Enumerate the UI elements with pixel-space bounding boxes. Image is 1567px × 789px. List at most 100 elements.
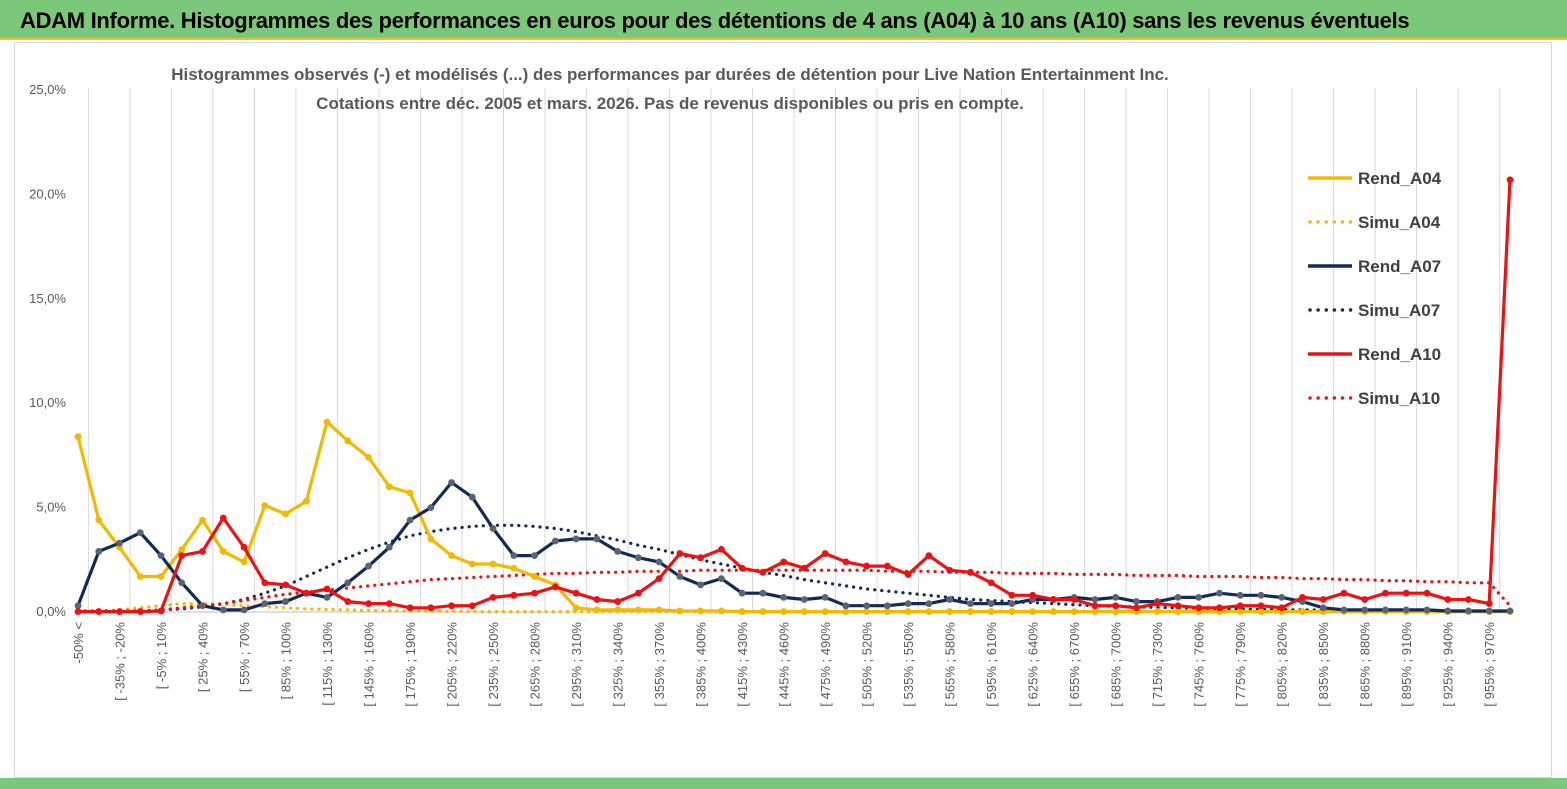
point-rend-a04 (697, 607, 705, 615)
point-rend-a07 (1008, 600, 1016, 608)
y-tick-label: 0,0% (36, 604, 66, 619)
point-rend-a04 (157, 573, 165, 580)
point-rend-a07 (1485, 607, 1493, 615)
point-rend-a10 (1465, 596, 1472, 603)
point-rend-a10 (178, 552, 186, 560)
point-rend-a10 (1444, 596, 1452, 603)
point-rend-a10 (676, 550, 684, 557)
point-rend-a04 (925, 608, 933, 615)
point-rend-a07 (1340, 606, 1348, 614)
point-rend-a07 (717, 575, 725, 582)
x-tick-label: [ 775% ; 790% (1233, 622, 1248, 707)
y-tick-labels: 0,0% 5,0% 10,0% 15,0% 20,0% 25,0% (29, 82, 66, 619)
point-rend-a07 (821, 593, 829, 601)
bottom-bar (0, 778, 1567, 789)
point-rend-a07 (365, 562, 372, 570)
point-rend-a10 (1278, 604, 1286, 612)
x-tick-label: [ 175% ; 190% (403, 622, 418, 707)
point-rend-a10 (1216, 604, 1223, 612)
point-rend-a04 (385, 483, 393, 491)
point-rend-a07 (883, 602, 891, 610)
point-rend-a10 (448, 602, 455, 610)
point-rend-a07 (572, 535, 580, 543)
point-rend-a10 (593, 596, 601, 603)
point-rend-a10 (240, 543, 248, 551)
point-rend-a10 (1050, 596, 1057, 603)
point-rend-a07 (344, 579, 352, 587)
point-rend-a04 (946, 608, 954, 615)
point-rend-a07 (1361, 606, 1369, 614)
x-tick-label: [ 115% ; 130% (320, 622, 335, 706)
x-tick-label: [ 145% ; 160% (362, 622, 377, 707)
point-rend-a04 (1153, 608, 1161, 615)
point-rend-a04 (406, 489, 414, 497)
point-rend-a07 (448, 479, 455, 486)
point-rend-a07 (385, 543, 393, 551)
point-rend-a10 (302, 589, 310, 597)
point-rend-a10 (427, 604, 435, 612)
x-tick-label: [ 475% ; 490% (818, 622, 833, 707)
point-rend-a04 (1257, 608, 1265, 615)
x-tick-label: [ 205% ; 220% (445, 622, 460, 707)
point-rend-a07 (655, 558, 663, 566)
legend-label-rend-a04: Rend_A04 (1358, 169, 1442, 188)
point-rend-a10 (655, 575, 663, 582)
point-rend-a10 (738, 564, 746, 572)
point-rend-a07 (634, 554, 642, 562)
point-rend-a07 (1257, 591, 1265, 599)
point-rend-a07 (1091, 596, 1099, 603)
point-rend-a04 (904, 608, 912, 615)
point-rend-a07 (863, 602, 871, 610)
point-rend-a07 (967, 600, 974, 608)
x-tick-label: [ 715% ; 730% (1150, 622, 1165, 707)
point-rend-a10 (1485, 600, 1493, 608)
point-rend-a10 (551, 583, 559, 591)
point-rend-a07 (738, 589, 746, 597)
point-rend-a04 (780, 608, 788, 615)
point-rend-a07 (904, 600, 912, 608)
point-rend-a10 (489, 593, 497, 601)
point-rend-a10 (1257, 602, 1265, 610)
point-rend-a07 (74, 602, 82, 610)
point-rend-a10 (344, 598, 352, 605)
point-rend-a07 (1465, 607, 1472, 615)
point-rend-a07 (136, 529, 144, 537)
point-rend-a04 (531, 573, 538, 580)
point-rend-a04 (468, 560, 476, 568)
point-rend-a04 (1236, 608, 1244, 615)
point-rend-a10 (1423, 589, 1431, 597)
point-rend-a04 (1091, 608, 1099, 615)
point-rend-a10 (821, 550, 829, 557)
point-rend-a10 (1133, 604, 1140, 612)
point-rend-a10 (1319, 596, 1327, 603)
x-tick-label: [ 655% ; 670% (1067, 622, 1082, 707)
point-rend-a10 (1382, 589, 1389, 597)
point-rend-a04 (261, 502, 269, 509)
x-tick-label: [ -35% ; -20% (113, 622, 128, 701)
x-tick-label: [ 685% ; 700% (1109, 622, 1124, 707)
point-rend-a10 (572, 589, 580, 597)
point-rend-a10 (261, 579, 269, 587)
x-tick-label: [ 295% ; 310% (569, 622, 584, 707)
point-rend-a04 (323, 418, 331, 426)
point-rend-a07 (1133, 598, 1140, 605)
legend-label-rend-a10: Rend_A10 (1358, 345, 1441, 364)
point-rend-a10 (365, 600, 372, 608)
point-rend-a10 (1174, 602, 1182, 610)
point-rend-a07 (178, 579, 186, 587)
point-rend-a04 (282, 510, 289, 518)
x-tick-label: [ 865% ; 880% (1358, 622, 1373, 707)
point-rend-a04 (655, 606, 663, 614)
point-rend-a07 (261, 600, 269, 608)
point-rend-a10 (614, 598, 621, 605)
point-rend-a07 (1319, 604, 1327, 612)
point-rend-a10 (883, 562, 891, 570)
x-tick-label: [ 925% ; 940% (1441, 622, 1456, 707)
point-rend-a10 (116, 608, 123, 615)
point-rend-a04 (240, 558, 248, 566)
point-rend-a07 (95, 548, 103, 555)
point-rend-a04 (572, 604, 580, 612)
x-tick-label: [ 25% ; 40% (196, 622, 211, 693)
point-rend-a10 (1299, 593, 1306, 601)
